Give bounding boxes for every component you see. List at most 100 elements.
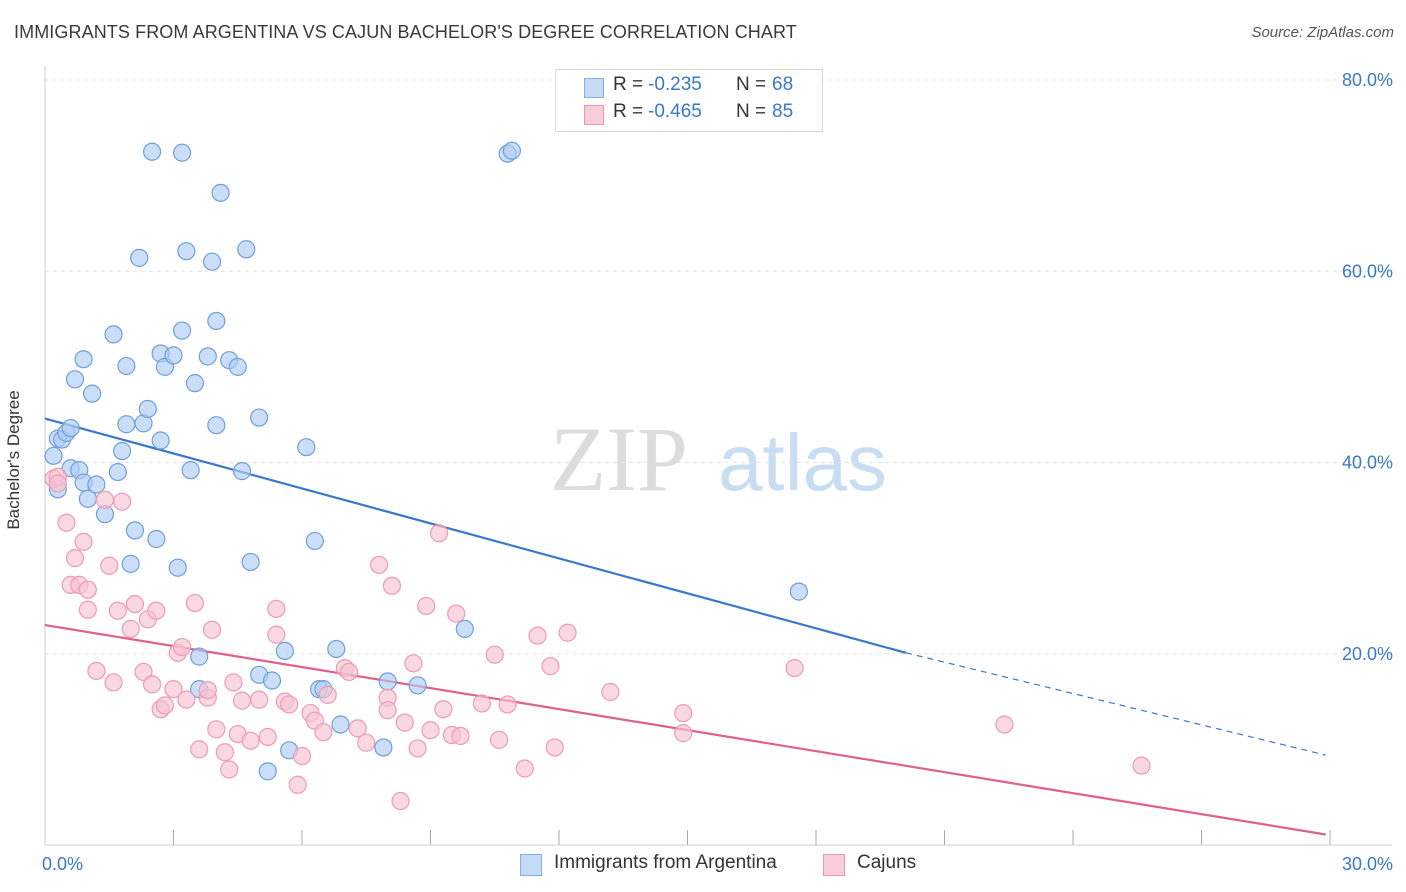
cajun-point [202, 620, 222, 639]
cajun-point [674, 703, 693, 723]
cajun-point [785, 658, 804, 678]
argentina-point [117, 356, 136, 376]
stats-legend: R = -0.235 N = 68 R = -0.465 N = 85 [555, 69, 823, 132]
n-label: N = [736, 74, 767, 95]
cajun-point [190, 740, 209, 759]
cajun-point [142, 675, 162, 694]
cajun-point [108, 601, 127, 620]
legend-swatch-argentina [520, 854, 542, 876]
cajun-point [541, 657, 560, 676]
argentina-point [181, 461, 200, 480]
cajun-point [292, 746, 312, 766]
cajun-point [674, 724, 693, 743]
argentina-point [112, 441, 132, 461]
cajun-point [100, 556, 119, 575]
cajun-point [318, 685, 337, 704]
cajun-point [155, 696, 175, 715]
argentina-point [305, 531, 324, 551]
argentina-point [172, 143, 192, 162]
argentina-point [207, 416, 226, 435]
argentina-point [408, 676, 427, 695]
cajun-point [232, 691, 252, 710]
r-label: R = [613, 74, 644, 95]
argentina-point [262, 671, 282, 690]
argentina-point [83, 384, 102, 403]
x-tick-label: 30.0% [1342, 854, 1393, 874]
cajun-point [314, 723, 333, 742]
cajun-point [558, 623, 577, 642]
cajuns-swatch [584, 105, 604, 125]
cajun-point [95, 490, 115, 509]
cajun-point [112, 492, 132, 511]
argentina-point [177, 242, 196, 261]
argentina-point [250, 408, 269, 427]
cajun-point [995, 715, 1014, 734]
argentina-point [164, 346, 183, 365]
cajun-point [177, 690, 196, 709]
cajun-point [601, 682, 620, 702]
legend-swatch-cajuns [823, 854, 845, 876]
argentina-point [331, 715, 350, 734]
argentina-trend-line-extension [905, 652, 1326, 756]
cajun-point [87, 661, 106, 681]
cajun-point [78, 600, 97, 619]
cajun-point [434, 700, 453, 719]
cajun-point [451, 726, 470, 746]
y-tick-label: 40.0% [1342, 453, 1393, 473]
cajun-point [447, 604, 466, 623]
cajun-point [404, 654, 423, 673]
argentina-point [241, 552, 260, 572]
argentina-point [211, 183, 230, 202]
cajun-point [391, 791, 410, 811]
cajun-point [545, 738, 564, 757]
argentina-point [258, 762, 277, 781]
cajun-point [125, 594, 145, 614]
y-axis-label: Bachelor's Degree [4, 390, 23, 530]
argentina-point [108, 462, 127, 482]
n-label: N = [736, 101, 767, 122]
argentina-point [61, 418, 80, 438]
argentina-point [125, 521, 145, 540]
cajun-point [408, 739, 427, 758]
cajun-point [215, 743, 234, 762]
argentina-point [228, 357, 247, 376]
argentina-point [138, 399, 157, 419]
tick-labels: 20.0% 40.0% 60.0% 80.0% 0.0% 30.0% [42, 70, 1393, 874]
legend-label-cajuns: Cajuns [857, 852, 917, 873]
argentina-point [142, 142, 162, 161]
cajun-point [288, 775, 307, 794]
cajun-point [485, 645, 504, 664]
cajun-point [498, 695, 517, 714]
cajun-point [65, 549, 85, 568]
r-value: -0.465 [648, 101, 702, 122]
argentina-point [297, 438, 316, 457]
argentina-point [378, 672, 397, 691]
cajun-point [147, 601, 166, 620]
cajun-point [472, 694, 491, 713]
cajun-point [348, 719, 367, 738]
argentina-point [104, 325, 123, 344]
cajun-point [78, 580, 97, 599]
y-tick-label: 60.0% [1342, 261, 1393, 281]
argentina-point [44, 446, 63, 465]
cajun-point [241, 731, 260, 750]
argentina-swatch [584, 78, 604, 98]
cajun-point [267, 599, 286, 618]
argentina-point [202, 252, 222, 271]
r-value: -0.235 [648, 74, 702, 95]
cajun-point [74, 532, 93, 551]
cajun-point [528, 626, 547, 645]
source-label: Source: ZipAtlas.com [1251, 24, 1394, 41]
argentina-point [455, 619, 474, 638]
watermark-atlas: atlas [718, 418, 887, 507]
argentina-point [168, 558, 187, 577]
cajun-point [164, 680, 183, 699]
argentina-point [151, 431, 170, 450]
argentina-trend-line [44, 417, 907, 654]
argentina-point [147, 529, 166, 549]
cajun-point [382, 576, 402, 595]
argentina-point [198, 347, 217, 366]
argentina-point [65, 370, 85, 389]
argentina-point [207, 311, 226, 331]
